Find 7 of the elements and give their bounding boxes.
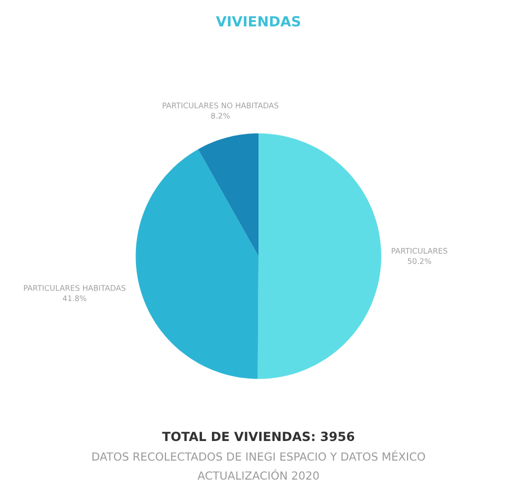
pie-slice <box>198 133 258 256</box>
text: TOTAL DE VIVIENDAS: 3956 <box>162 432 354 442</box>
text: ACTUALIZACIÓN 2020 <box>198 469 319 480</box>
pie-slice <box>258 133 382 379</box>
chart-title: VIVIENDAS <box>216 16 300 27</box>
pie-slice <box>136 149 258 379</box>
text: DATOS RECOLECTADOS DE INEGI ESPACIO Y DATOS MÉXICO <box>92 450 426 461</box>
